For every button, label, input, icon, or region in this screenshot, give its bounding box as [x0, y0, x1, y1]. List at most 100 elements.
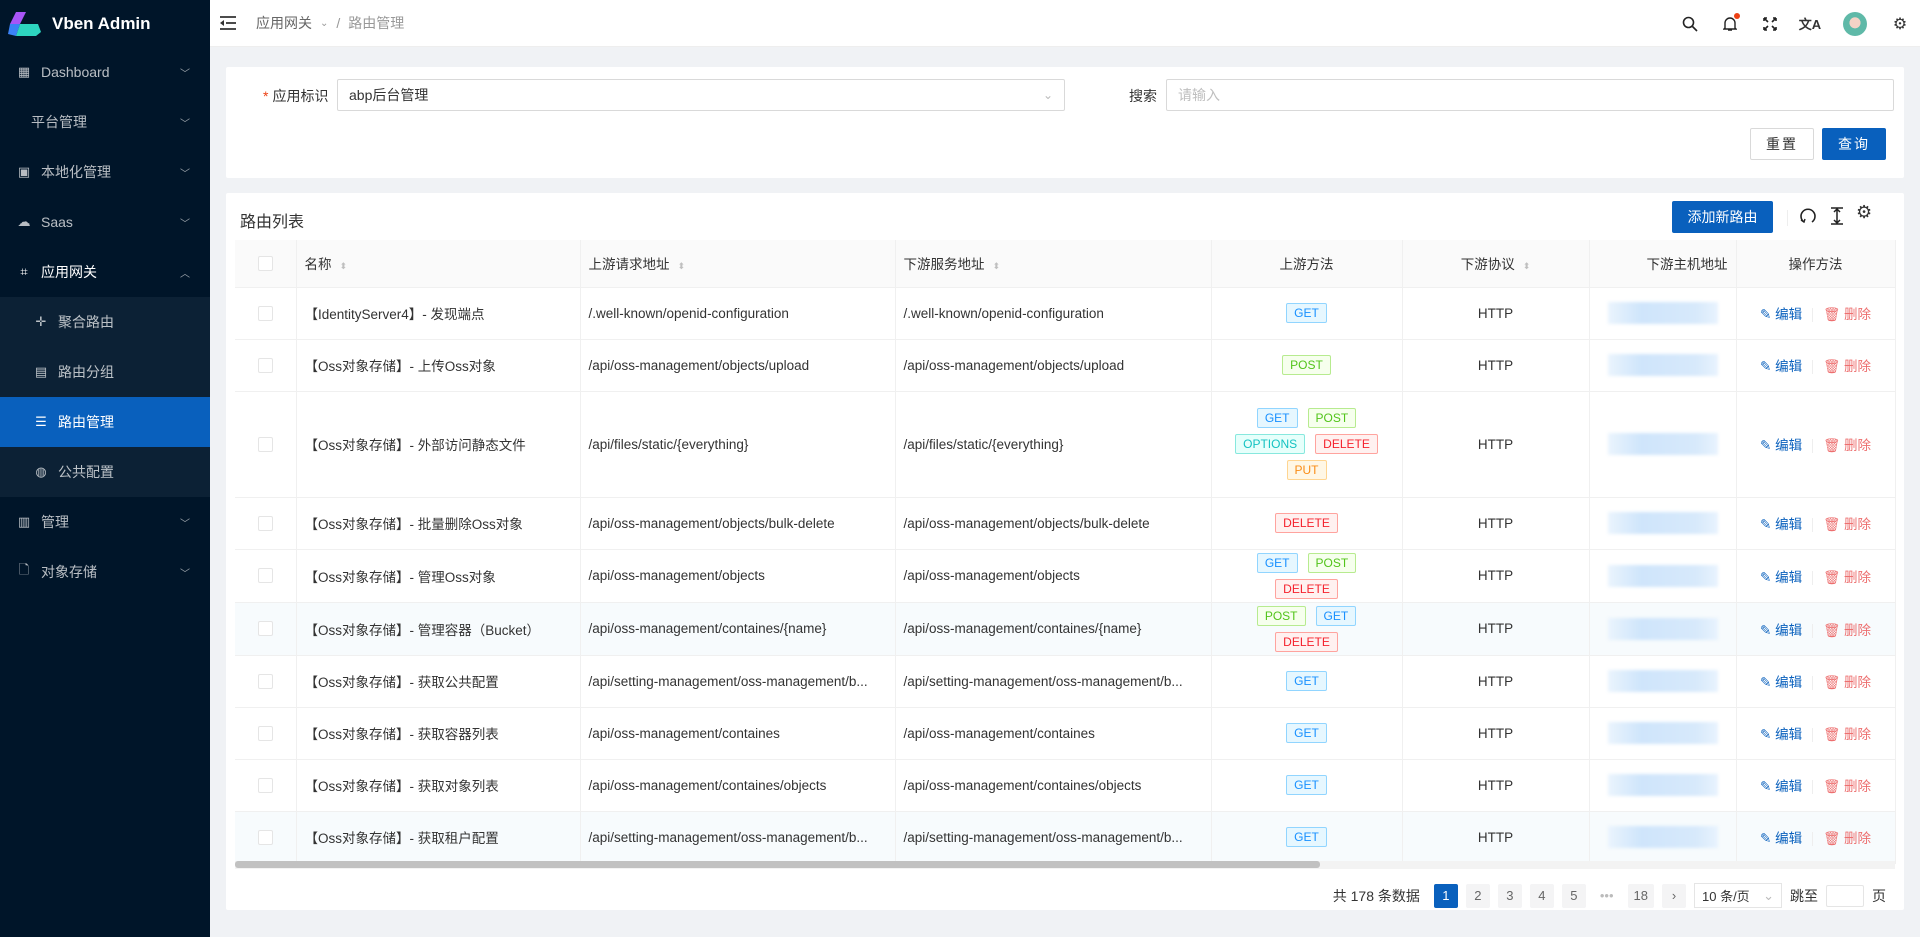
- delete-button[interactable]: 🗑 删除: [1823, 569, 1871, 585]
- page-button[interactable]: 18: [1627, 883, 1654, 908]
- page-button[interactable]: 5: [1561, 883, 1586, 908]
- sort-icon[interactable]: ⬍: [992, 261, 1001, 272]
- column-header-downstream[interactable]: 下游服务地址 ⬍: [895, 240, 1212, 288]
- edit-button[interactable]: ✎ 编辑: [1760, 779, 1803, 794]
- edit-button[interactable]: ✎ 编辑: [1760, 569, 1803, 585]
- edit-button[interactable]: ✎ 编辑: [1760, 517, 1803, 532]
- row-checkbox[interactable]: [235, 655, 297, 708]
- column-header-protocol[interactable]: 下游协议 ⬍: [1402, 240, 1590, 288]
- sidebar-item-sidebar-items-1[interactable]: 平台管理 ﹀: [0, 97, 210, 147]
- menu-fold-icon[interactable]: [220, 16, 236, 30]
- edit-button[interactable]: ✎ 编辑: [1760, 359, 1803, 374]
- table-row[interactable]: 【IdentityServer4】- 发现端点 /.well-known/ope…: [235, 287, 1896, 340]
- sidebar-item-sidebar-items-6[interactable]: 🗋 对象存储 ﹀: [0, 547, 210, 597]
- row-checkbox[interactable]: [235, 602, 297, 656]
- table-row[interactable]: 【Oss对象存储】- 获取公共配置 /api/setting-managemen…: [235, 655, 1896, 708]
- next-page-button[interactable]: ›: [1662, 883, 1686, 908]
- translate-icon[interactable]: 文A: [1798, 17, 1822, 32]
- sidebar-item-sidebar-items-2[interactable]: ▣ 本地化管理 ﹀: [0, 147, 210, 197]
- row-checkbox[interactable]: [235, 811, 297, 864]
- page-button[interactable]: 2: [1465, 883, 1490, 908]
- page-ellipsis[interactable]: •••: [1599, 888, 1614, 903]
- column-header-name[interactable]: 名称 ⬍: [296, 240, 581, 288]
- method-tag: OPTIONS: [1235, 434, 1306, 454]
- sidebar-item-sidebar-items-4-children-0[interactable]: ✛ 聚合路由: [0, 297, 210, 347]
- sidebar-item-sidebar-items-3[interactable]: ☁ Saas ﹀: [0, 197, 210, 247]
- breadcrumb-item-gateway[interactable]: 应用网关: [256, 15, 312, 31]
- edit-button[interactable]: ✎ 编辑: [1760, 675, 1803, 690]
- row-checkbox[interactable]: [235, 759, 297, 812]
- avatar[interactable]: [1830, 11, 1880, 36]
- settings-icon[interactable]: ⚙: [1892, 15, 1908, 33]
- sort-icon[interactable]: ⬍: [677, 261, 686, 272]
- delete-button[interactable]: 🗑 删除: [1823, 831, 1871, 846]
- cell-downstream: /api/setting-management/oss-management/b…: [895, 655, 1212, 708]
- cell-protocol: HTTP: [1402, 707, 1590, 760]
- column-height-icon[interactable]: [1828, 206, 1846, 226]
- table-row[interactable]: 【Oss对象存储】- 获取租户配置 /api/setting-managemen…: [235, 811, 1896, 864]
- page-button[interactable]: 4: [1529, 883, 1554, 908]
- jump-page-input[interactable]: [1826, 884, 1864, 907]
- fullscreen-icon[interactable]: [1750, 16, 1790, 31]
- cell-host-redacted: [1589, 339, 1737, 392]
- sidebar-item-sidebar-items-4-children-1[interactable]: ▤ 路由分组: [0, 347, 210, 397]
- search-icon[interactable]: [1670, 16, 1710, 32]
- cell-host-redacted: [1589, 602, 1737, 656]
- table-row[interactable]: 【Oss对象存储】- 批量删除Oss对象 /api/oss-management…: [235, 497, 1896, 550]
- row-checkbox[interactable]: [235, 497, 297, 550]
- chevron-down-icon[interactable]: ⌄: [320, 17, 329, 29]
- sort-icon[interactable]: ⬍: [339, 261, 348, 272]
- table-row[interactable]: 【Oss对象存储】- 获取容器列表 /api/oss-management/co…: [235, 707, 1896, 760]
- edit-button[interactable]: ✎ 编辑: [1760, 307, 1803, 322]
- sort-icon[interactable]: ⬍: [1522, 261, 1531, 272]
- table-row[interactable]: 【Oss对象存储】- 外部访问静态文件 /api/files/static/{e…: [235, 391, 1896, 498]
- edit-button[interactable]: ✎ 编辑: [1760, 727, 1803, 742]
- app-select[interactable]: abp后台管理 ⌄: [337, 79, 1065, 111]
- sidebar-item-sidebar-items-0[interactable]: ▦ Dashboard ﹀: [0, 47, 210, 97]
- page-size-select[interactable]: 10 条/页 ⌄: [1694, 883, 1782, 908]
- logo[interactable]: Vben Admin: [0, 0, 210, 47]
- method-tag: POST: [1256, 605, 1306, 626]
- add-route-button[interactable]: 添加新路由: [1672, 201, 1773, 233]
- sidebar-item-sidebar-items-5[interactable]: ▥ 管理 ﹀: [0, 497, 210, 547]
- delete-button[interactable]: 🗑 删除: [1823, 622, 1871, 638]
- delete-button[interactable]: 🗑 删除: [1823, 359, 1871, 374]
- reset-button[interactable]: 重置: [1750, 128, 1814, 160]
- edit-button[interactable]: ✎ 编辑: [1760, 438, 1803, 453]
- cell-actions: ✎ 编辑 🗑 删除: [1736, 391, 1896, 498]
- horizontal-scrollbar[interactable]: [235, 861, 1895, 869]
- column-settings-icon[interactable]: ⚙: [1856, 202, 1873, 222]
- page-button[interactable]: 3: [1497, 883, 1522, 908]
- sidebar-item-sidebar-items-4-children-3[interactable]: ◍ 公共配置: [0, 447, 210, 497]
- delete-button[interactable]: 🗑 删除: [1823, 438, 1871, 453]
- page-button[interactable]: 1: [1433, 883, 1458, 908]
- trash-icon: 🗑: [1823, 307, 1844, 322]
- select-all-checkbox[interactable]: [235, 240, 297, 288]
- delete-button[interactable]: 🗑 删除: [1823, 675, 1871, 690]
- table-row[interactable]: 【Oss对象存储】- 管理Oss对象 /api/oss-management/o…: [235, 549, 1896, 603]
- delete-button[interactable]: 🗑 删除: [1823, 727, 1871, 742]
- route-table: 名称 ⬍ 上游请求地址 ⬍ 下游服务地址 ⬍ 上游方法 下游协议 ⬍ 下游主机地址 操作…: [235, 240, 1896, 864]
- query-button[interactable]: 查询: [1822, 128, 1886, 160]
- table-row[interactable]: 【Oss对象存储】- 获取对象列表 /api/oss-management/co…: [235, 759, 1896, 812]
- row-checkbox[interactable]: [235, 549, 297, 603]
- sidebar-item-sidebar-items-4-children-2[interactable]: ☰ 路由管理: [0, 397, 210, 447]
- column-header-upstream[interactable]: 上游请求地址 ⬍: [580, 240, 896, 288]
- row-checkbox[interactable]: [235, 391, 297, 498]
- edit-button[interactable]: ✎ 编辑: [1760, 622, 1803, 638]
- row-checkbox[interactable]: [235, 707, 297, 760]
- edit-button[interactable]: ✎ 编辑: [1760, 831, 1803, 846]
- delete-button[interactable]: 🗑 删除: [1823, 517, 1871, 532]
- table-row[interactable]: 【Oss对象存储】- 管理容器（Bucket） /api/oss-managem…: [235, 602, 1896, 656]
- bell-icon[interactable]: [1710, 12, 1750, 32]
- search-input[interactable]: 请输入: [1166, 79, 1894, 111]
- edit-icon: ✎: [1760, 831, 1776, 846]
- row-checkbox[interactable]: [235, 339, 297, 392]
- delete-button[interactable]: 🗑 删除: [1823, 779, 1871, 794]
- table-row[interactable]: 【Oss对象存储】- 上传Oss对象 /api/oss-management/o…: [235, 339, 1896, 392]
- refresh-icon[interactable]: [1798, 206, 1818, 226]
- delete-button[interactable]: 🗑 删除: [1823, 307, 1871, 322]
- sidebar-item-sidebar-items-4[interactable]: ⌗ 应用网关 ︿: [0, 247, 210, 297]
- row-checkbox[interactable]: [235, 287, 297, 340]
- scrollbar-thumb[interactable]: [235, 861, 1320, 868]
